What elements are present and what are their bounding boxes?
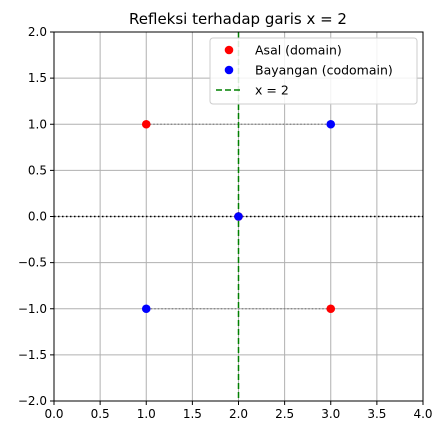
y-tick-label: −0.5: [18, 256, 47, 270]
x-tick-label: 3.5: [367, 407, 386, 421]
codomain-point: [234, 212, 243, 221]
legend-label: Asal (domain): [255, 43, 342, 58]
y-tick-label: −2.0: [18, 394, 47, 408]
y-tick-label: 0.0: [28, 210, 47, 224]
legend-label: Bayangan (codomain): [255, 63, 393, 78]
legend-marker: [224, 65, 234, 75]
legend-marker: [224, 45, 234, 55]
y-tick-label: 1.5: [28, 71, 47, 85]
x-tick-label: 1.0: [137, 407, 156, 421]
y-tick-label: −1.0: [18, 302, 47, 316]
x-tick-label: 0.5: [91, 407, 110, 421]
codomain-point: [326, 119, 336, 129]
chart-title: Refleksi terhadap garis x = 2: [129, 10, 347, 28]
codomain-point: [141, 304, 151, 314]
y-tick-label: 1.0: [28, 117, 47, 131]
domain-point: [141, 119, 151, 129]
x-axis-ticks: 0.0 0.5 1.0 1.5 2.0 2.5 3.0 3.5 4.0: [44, 401, 433, 421]
y-tick-label: 0.5: [28, 163, 47, 177]
legend-box: [209, 37, 418, 105]
y-tick-label: −1.5: [18, 348, 47, 362]
x-tick-label: 3.0: [321, 407, 340, 421]
y-tick-label: 2.0: [28, 25, 47, 39]
legend: Asal (domain) Bayangan (codomain) x = 2: [209, 37, 418, 105]
domain-point: [326, 304, 336, 314]
legend-label: x = 2: [255, 83, 289, 98]
x-tick-label: 4.0: [413, 407, 432, 421]
legend-items: Asal (domain) Bayangan (codomain) x = 2: [216, 43, 393, 98]
x-tick-label: 2.5: [275, 407, 294, 421]
x-tick-label: 0.0: [44, 407, 63, 421]
x-tick-label: 2.0: [229, 407, 248, 421]
data-points: [141, 119, 336, 314]
y-axis-ticks: −2.0 −1.5 −1.0 −0.5 0.0 0.5 1.0 1.5 2.0: [18, 25, 54, 408]
x-tick-label: 1.5: [183, 407, 202, 421]
